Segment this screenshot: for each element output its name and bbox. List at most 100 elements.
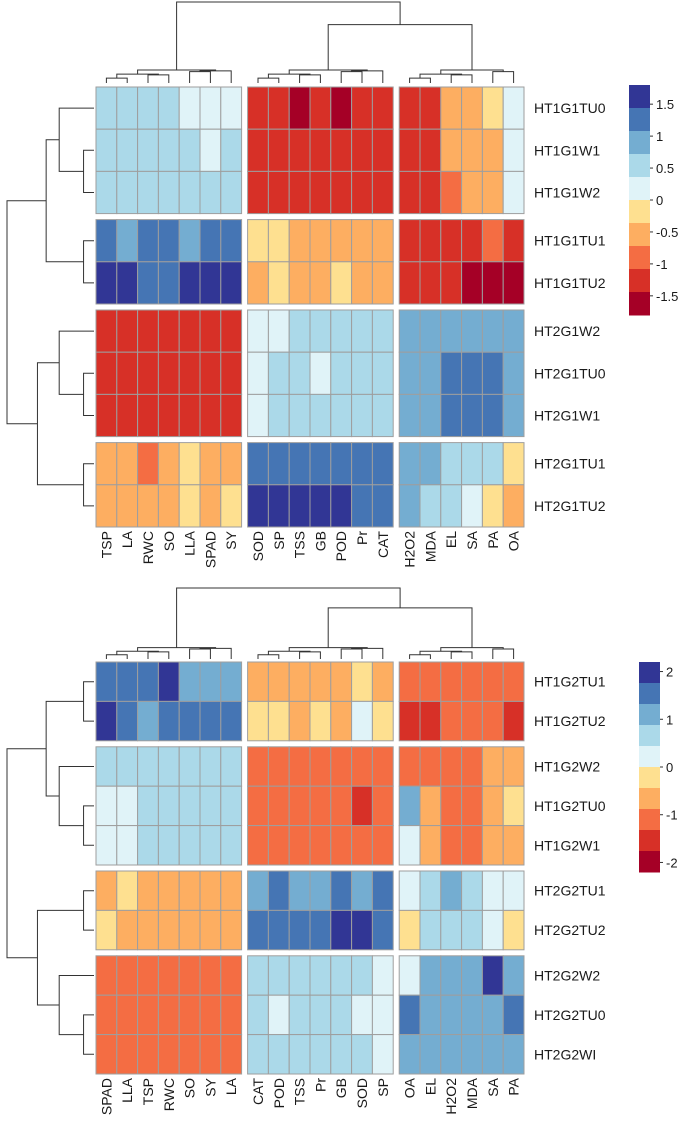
heatmap-cell — [247, 86, 269, 130]
heatmap-cell — [178, 442, 201, 486]
heatmap-cell — [267, 128, 290, 172]
heatmap-cell — [116, 994, 139, 1036]
heatmap-cell — [481, 170, 504, 215]
column-label: SA — [485, 1077, 501, 1096]
column-label: PA — [506, 1077, 522, 1095]
heatmap-cell — [309, 870, 332, 911]
heatmap-cell — [371, 219, 394, 263]
heatmap-cell — [481, 994, 504, 1036]
heatmap-cell — [440, 442, 463, 486]
heatmap-cell — [157, 351, 180, 395]
legend-swatch — [639, 704, 660, 726]
legend-swatch — [639, 809, 660, 831]
heatmap-cell — [371, 86, 394, 130]
heatmap-panel-bottom: HT1G2TU1 HT1G2TU2 HT1G2W2 HT1G2TU0 HT1G2W1 HT… — [6, 587, 678, 1115]
heatmap-cell — [157, 484, 180, 528]
heatmap-cell — [419, 955, 442, 996]
column-label: POD — [333, 531, 349, 561]
heatmap-cell — [330, 870, 353, 911]
heatmap-cell — [178, 351, 201, 395]
row-label: HT2G2TU2 — [534, 922, 606, 938]
heatmap-cell — [461, 1034, 483, 1075]
column-label: H2O2 — [402, 531, 418, 568]
heatmap-cell — [419, 351, 442, 395]
heatmap-cell — [502, 870, 525, 911]
heatmap-cell — [137, 825, 159, 866]
heatmap-cell — [116, 870, 139, 911]
heatmap-cell — [481, 261, 504, 305]
heatmap-cell — [309, 309, 332, 353]
heatmap-cell — [481, 700, 504, 742]
heatmap-cell — [95, 309, 118, 353]
heatmap-cell — [220, 128, 243, 172]
heatmap-cell — [199, 442, 222, 486]
heatmap-cell — [95, 1034, 118, 1075]
heatmap-cell — [309, 994, 332, 1036]
heatmap-cell — [178, 261, 201, 305]
heatmap-cell — [440, 393, 463, 438]
color-legend: 1.5 1 0.5 0 -0.5 -1 -1.5 — [629, 85, 678, 316]
heatmap-cell — [178, 309, 201, 353]
heatmap-cell — [116, 825, 139, 866]
heatmap-cell — [178, 909, 201, 951]
heatmap-cell — [371, 825, 394, 866]
heatmap-cell — [309, 825, 332, 866]
heatmap-cell — [95, 909, 118, 951]
heatmap-cell — [351, 661, 373, 702]
heatmap-cell — [419, 909, 442, 951]
heatmap-cell — [481, 909, 504, 951]
heatmap-cell — [502, 746, 525, 787]
heatmap-cell — [330, 746, 353, 787]
heatmap-cell — [95, 219, 118, 263]
heatmap-cell — [199, 825, 222, 866]
heatmap-cell — [371, 261, 394, 305]
row-dendrogram — [6, 107, 94, 507]
heatmap-cell — [502, 128, 525, 172]
heatmap-cell — [481, 1034, 504, 1075]
heatmap-cell — [440, 746, 463, 787]
heatmap-cell — [461, 870, 483, 911]
heatmap-cell — [502, 351, 525, 395]
heatmap-cell — [247, 261, 269, 305]
heatmap-cell — [157, 746, 180, 787]
heatmap-cell — [199, 170, 222, 215]
heatmap-cell — [398, 825, 421, 866]
heatmap-cell — [220, 309, 243, 353]
heatmap-cell — [137, 393, 159, 438]
legend-tick-label: 0 — [656, 193, 663, 208]
column-label: GB — [333, 1078, 349, 1098]
column-label: TSP — [98, 531, 114, 558]
heatmap-cell — [157, 128, 180, 172]
heatmap-cell — [330, 261, 353, 305]
heatmap-cell — [199, 870, 222, 911]
heatmap-cell — [220, 1034, 243, 1075]
heatmap-cell — [419, 1034, 442, 1075]
heatmap-cell — [371, 870, 394, 911]
heatmap-cell — [116, 909, 139, 951]
heatmap-cell — [220, 86, 243, 130]
heatmap-cell — [247, 909, 269, 951]
heatmap-cell — [137, 1034, 159, 1075]
heatmap-cell — [461, 309, 483, 353]
column-label: TSS — [292, 531, 308, 558]
heatmap-cell — [330, 785, 353, 827]
heatmap-cell — [371, 484, 394, 528]
legend-swatch — [639, 746, 660, 768]
legend-tick-label: 1 — [656, 129, 663, 144]
heatmap-cell — [116, 785, 139, 827]
heatmap-cell — [398, 700, 421, 742]
heatmap-cell — [178, 785, 201, 827]
heatmap-cell — [267, 261, 290, 305]
heatmap-cell — [440, 700, 463, 742]
heatmap-cell — [309, 700, 332, 742]
column-label: OA — [506, 530, 522, 551]
heatmap-cell — [178, 994, 201, 1036]
heatmap-cell — [95, 870, 118, 911]
heatmap-cell — [288, 1034, 311, 1075]
heatmap-cell — [199, 955, 222, 996]
heatmap-cell — [220, 351, 243, 395]
heatmap-cell — [351, 785, 373, 827]
heatmap-cell — [461, 825, 483, 866]
heatmap-cell — [371, 351, 394, 395]
heatmap-cell — [220, 825, 243, 866]
